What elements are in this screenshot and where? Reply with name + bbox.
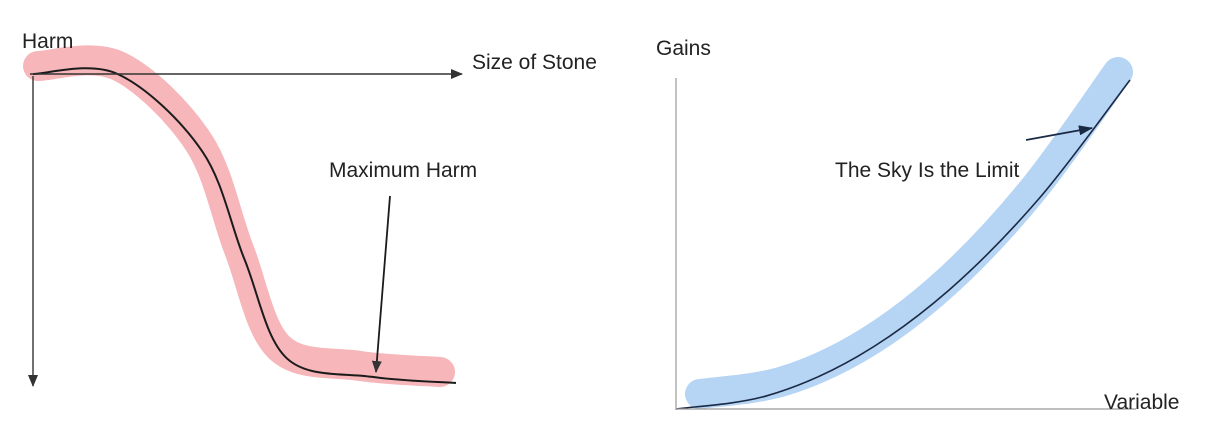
harm-x-axis-label: Size of Stone (472, 51, 597, 74)
harm-highlight-band (23, 45, 455, 387)
maximum-harm-annotation: Maximum Harm (329, 159, 477, 182)
sky-limit-arrow (1025, 125, 1093, 141)
gains-chart-svg: Gains Variable The Sky Is the Limit (656, 37, 1180, 414)
gains-chart-panel: Gains Variable The Sky Is the Limit (610, 0, 1232, 446)
maximum-harm-arrow (371, 195, 391, 373)
gains-y-axis-label: Gains (656, 37, 711, 60)
gains-x-axis-label: Variable (1104, 391, 1180, 414)
harm-chart-panel: Harm Size of Stone Maximum Harm (0, 0, 610, 446)
gains-curve-line (675, 79, 1131, 410)
sky-limit-annotation: The Sky Is the Limit (835, 159, 1020, 182)
harm-chart-svg: Harm Size of Stone Maximum Harm (22, 30, 597, 387)
harm-y-axis-label: Harm (22, 30, 73, 53)
gains-highlight-band (685, 57, 1133, 409)
